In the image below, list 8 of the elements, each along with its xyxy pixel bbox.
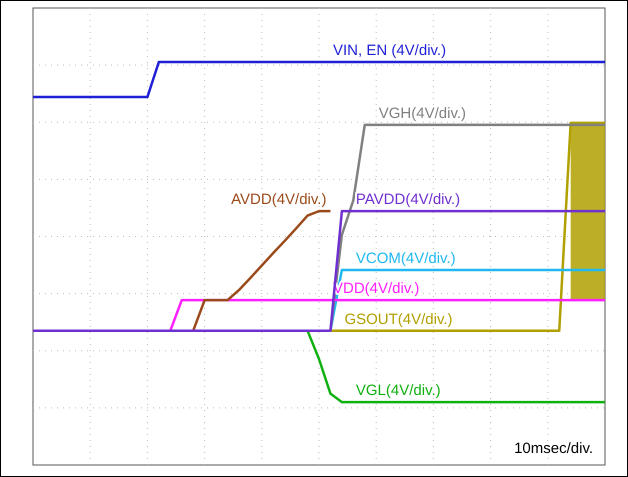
series-label: VIN, EN (4V/div.) — [333, 42, 446, 59]
series-label: VCOM(4V/div.) — [356, 250, 456, 267]
series-label: VGL(4V/div.) — [356, 382, 441, 400]
series-label: VGH(4V/div.) — [378, 104, 466, 122]
series-label: AVDD(4V/div.) — [231, 191, 326, 208]
series-label: GSOUT(4V/div.) — [344, 310, 453, 328]
annotation: 10msec/div. — [514, 440, 593, 457]
series-label: PAVDD(4V/div.) — [356, 191, 460, 208]
